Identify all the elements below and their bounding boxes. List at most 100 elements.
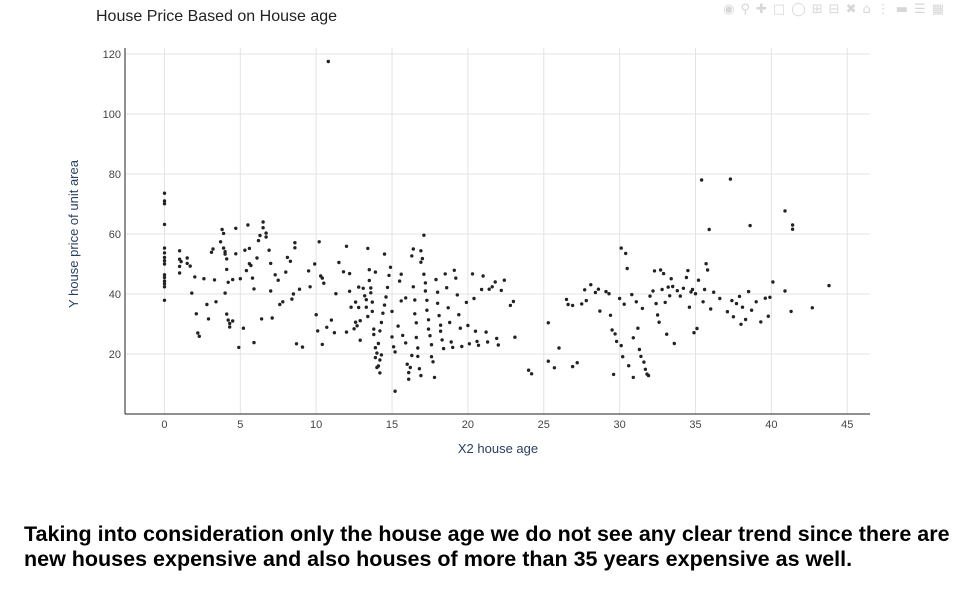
data-point[interactable] [575,361,579,365]
data-point[interactable] [431,360,435,364]
data-point[interactable] [162,282,167,286]
data-point[interactable] [583,288,587,292]
data-point[interactable] [390,335,394,339]
data-point[interactable] [546,359,550,363]
data-point[interactable] [214,300,218,304]
data-point[interactable] [237,345,241,350]
data-point[interactable] [737,294,742,299]
hover-closest-icon[interactable]: ▬ [895,2,909,17]
data-point[interactable] [434,277,438,282]
data-point[interactable] [225,257,229,261]
data-point[interactable] [352,327,356,331]
data-point[interactable] [658,268,663,272]
data-point[interactable] [391,345,396,349]
data-point[interactable] [413,312,417,316]
data-point[interactable] [162,255,167,260]
data-point[interactable] [646,373,651,378]
data-point[interactable] [252,287,256,291]
data-point[interactable] [264,231,268,235]
data-point[interactable] [293,246,297,250]
data-point[interactable] [341,270,346,274]
data-point[interactable] [410,353,414,358]
data-point[interactable] [625,266,629,271]
data-point[interactable] [379,353,384,357]
data-point[interactable] [637,347,642,352]
data-point[interactable] [790,227,795,231]
data-point[interactable] [223,250,227,254]
data-point[interactable] [619,343,623,348]
data-point[interactable] [730,298,734,303]
data-point[interactable] [481,274,485,278]
data-point[interactable] [617,296,622,301]
data-point[interactable] [621,355,625,359]
data-point[interactable] [422,233,426,237]
data-point[interactable] [177,264,182,269]
data-point[interactable] [372,332,376,337]
data-point[interactable] [197,334,201,338]
data-point[interactable] [416,346,420,350]
camera-icon[interactable]: ◉ [723,2,735,17]
data-point[interactable] [387,273,391,278]
data-point[interactable] [366,246,370,251]
data-point[interactable] [687,305,692,309]
data-point[interactable] [228,325,232,329]
data-point[interactable] [313,262,317,266]
data-point[interactable] [438,323,443,327]
data-point[interactable] [754,300,758,304]
data-point[interactable] [642,360,646,364]
data-point[interactable] [185,261,189,266]
data-point[interactable] [657,320,661,324]
data-point[interactable] [382,303,387,307]
data-point[interactable] [580,302,584,306]
data-point[interactable] [288,259,293,263]
data-point[interactable] [428,334,432,338]
data-point[interactable] [221,231,226,236]
data-point[interactable] [707,227,711,232]
data-point[interactable] [672,341,676,346]
data-point[interactable] [440,338,444,342]
data-point[interactable] [205,302,209,307]
data-point[interactable] [684,275,689,280]
data-point[interactable] [451,345,455,350]
data-point[interactable] [566,302,570,307]
data-point[interactable] [234,226,238,230]
data-point[interactable] [766,314,770,318]
data-point[interactable] [378,371,382,375]
data-point[interactable] [375,351,379,355]
data-point[interactable] [466,323,470,328]
data-point[interactable] [366,314,370,319]
data-point[interactable] [326,59,330,64]
hover-compare-icon[interactable]: ☰ [914,2,926,17]
data-point[interactable] [454,276,458,280]
data-point[interactable] [396,324,400,328]
data-point[interactable] [661,271,666,276]
box-select-icon[interactable]: □ [772,2,786,17]
data-point[interactable] [261,220,265,224]
data-point[interactable] [384,295,388,299]
data-point[interactable] [702,287,707,292]
data-point[interactable] [613,332,617,336]
data-point[interactable] [370,309,374,314]
data-point[interactable] [432,375,437,380]
data-point[interactable] [619,246,623,250]
data-point[interactable] [759,320,763,324]
pan-icon[interactable]: ✚ [756,2,767,17]
data-point[interactable] [410,254,414,258]
data-point[interactable] [267,248,271,252]
data-point[interactable] [493,280,497,284]
data-point[interactable] [457,313,461,317]
data-point[interactable] [231,319,235,323]
data-point[interactable] [552,366,557,370]
data-point[interactable] [496,343,500,347]
data-point[interactable] [382,252,387,256]
data-point[interactable] [596,287,601,291]
spike-lines-icon[interactable]: ⋮ [876,2,890,17]
data-point[interactable] [475,339,479,344]
data-point[interactable] [743,317,748,322]
data-point[interactable] [749,308,754,312]
data-point[interactable] [314,313,318,317]
data-point[interactable] [783,209,787,213]
zoom-icon[interactable]: ⚲ [740,2,750,17]
data-point[interactable] [276,278,280,282]
data-point[interactable] [668,294,672,298]
